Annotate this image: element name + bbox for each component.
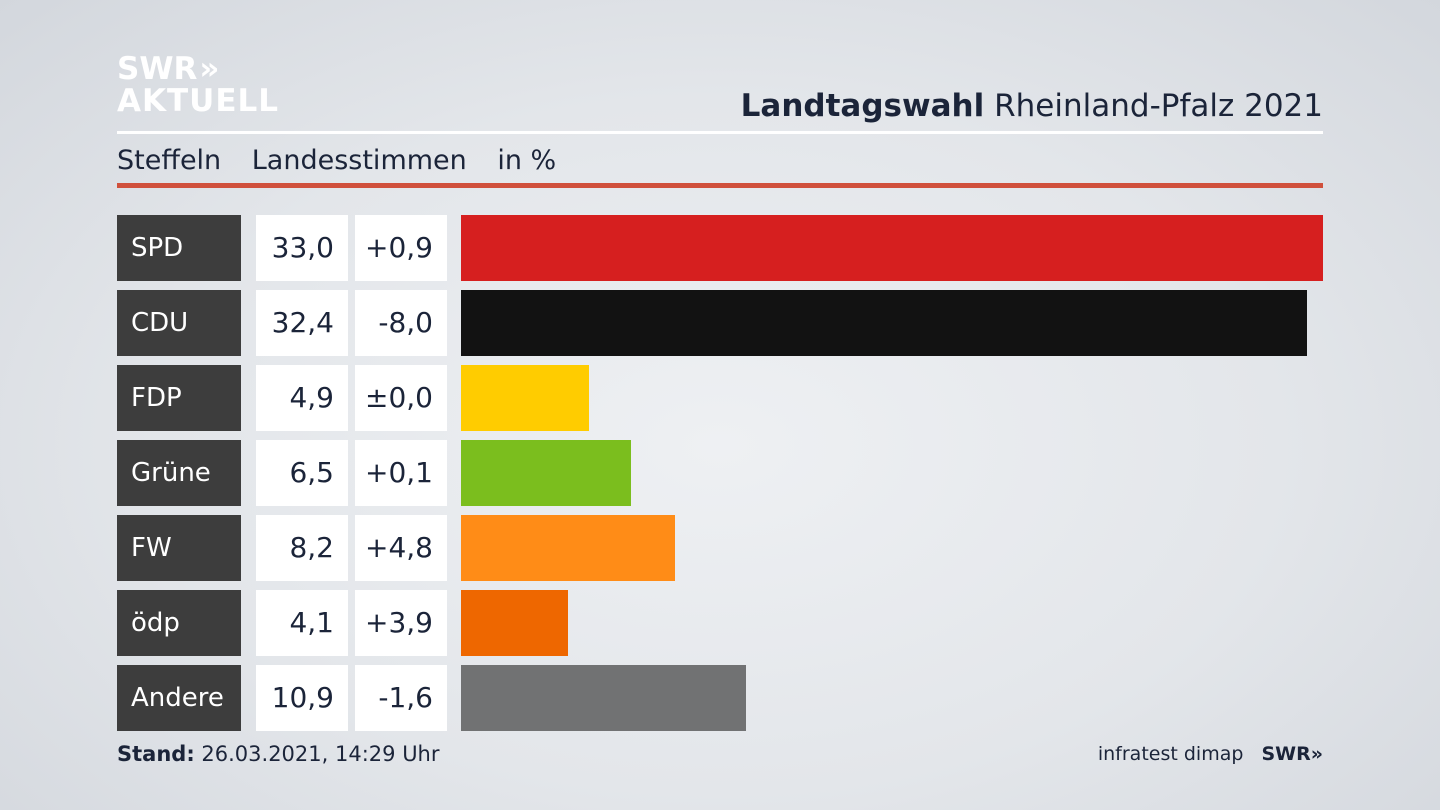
vote-share-label: 32,4	[256, 290, 348, 356]
source-name: infratest dimap	[1097, 743, 1244, 765]
header-divider	[117, 131, 1323, 134]
vote-change-label: +0,9	[355, 215, 447, 281]
party-label: Grüne	[117, 440, 241, 506]
vote-share-bar	[461, 515, 675, 581]
vote-share-label: 6,5	[256, 440, 348, 506]
vote-share-bar	[461, 215, 1323, 281]
swr-brand-logo: SWR»	[1261, 743, 1323, 765]
vote-share-label: 33,0	[256, 215, 348, 281]
subtitle-divider	[117, 183, 1323, 188]
subtitle-unit: in %	[497, 145, 557, 176]
page-title-rest: Rheinland-Pfalz 2021	[994, 88, 1323, 124]
party-label: Andere	[117, 665, 241, 731]
vote-share-label: 8,2	[256, 515, 348, 581]
logo-aktuell-text: AKTUELL	[117, 83, 280, 119]
vote-share-bar	[461, 290, 1307, 356]
vote-share-bar	[461, 665, 746, 731]
vote-share-label: 4,9	[256, 365, 348, 431]
results-bar-chart: SPD 33,0 +0,9 CDU 32,4 -8,0 FDP 4,9 ±0,0 Grüne 6,5…	[117, 215, 1323, 731]
logo-swr-text: SWR	[117, 51, 198, 87]
timestamp: Stand: 26.03.2021, 14:29 Uhr	[117, 740, 440, 768]
vote-change-label: -1,6	[355, 665, 447, 731]
page-title: Landtagswahl Rheinland-Pfalz 2021	[741, 84, 1323, 128]
vote-change-label: +0,1	[355, 440, 447, 506]
vote-change-label: -8,0	[355, 290, 447, 356]
vote-share-label: 10,9	[256, 665, 348, 731]
vote-share-label: 4,1	[256, 590, 348, 656]
party-label: SPD	[117, 215, 241, 281]
party-label: FDP	[117, 365, 241, 431]
chart-subtitle: Steffeln Landesstimmen in %	[117, 142, 578, 180]
timestamp-label: Stand:	[117, 742, 195, 766]
chart-row: ödp 4,1 +3,9	[117, 590, 1323, 656]
subtitle-type: Landesstimmen	[251, 145, 467, 176]
chart-row: FW 8,2 +4,8	[117, 515, 1323, 581]
subtitle-place: Steffeln	[117, 145, 222, 176]
vote-share-bar	[461, 590, 568, 656]
vote-change-label: ±0,0	[355, 365, 447, 431]
vote-share-bar	[461, 440, 631, 506]
page-title-bold: Landtagswahl	[740, 88, 985, 124]
source-credit: infratest dimap SWR»	[1098, 740, 1323, 768]
chart-row: Andere 10,9 -1,6	[117, 665, 1323, 731]
chart-row: CDU 32,4 -8,0	[117, 290, 1323, 356]
chart-row: SPD 33,0 +0,9	[117, 215, 1323, 281]
timestamp-value: 26.03.2021, 14:29 Uhr	[201, 742, 440, 766]
chart-row: FDP 4,9 ±0,0	[117, 365, 1323, 431]
chart-row: Grüne 6,5 +0,1	[117, 440, 1323, 506]
party-label: ödp	[117, 590, 241, 656]
logo-arrows-icon: »	[199, 51, 220, 87]
vote-share-bar	[461, 365, 589, 431]
vote-change-label: +3,9	[355, 590, 447, 656]
party-label: FW	[117, 515, 241, 581]
vote-change-label: +4,8	[355, 515, 447, 581]
party-label: CDU	[117, 290, 241, 356]
swr-aktuell-logo: SWR» AKTUELL	[117, 53, 279, 117]
